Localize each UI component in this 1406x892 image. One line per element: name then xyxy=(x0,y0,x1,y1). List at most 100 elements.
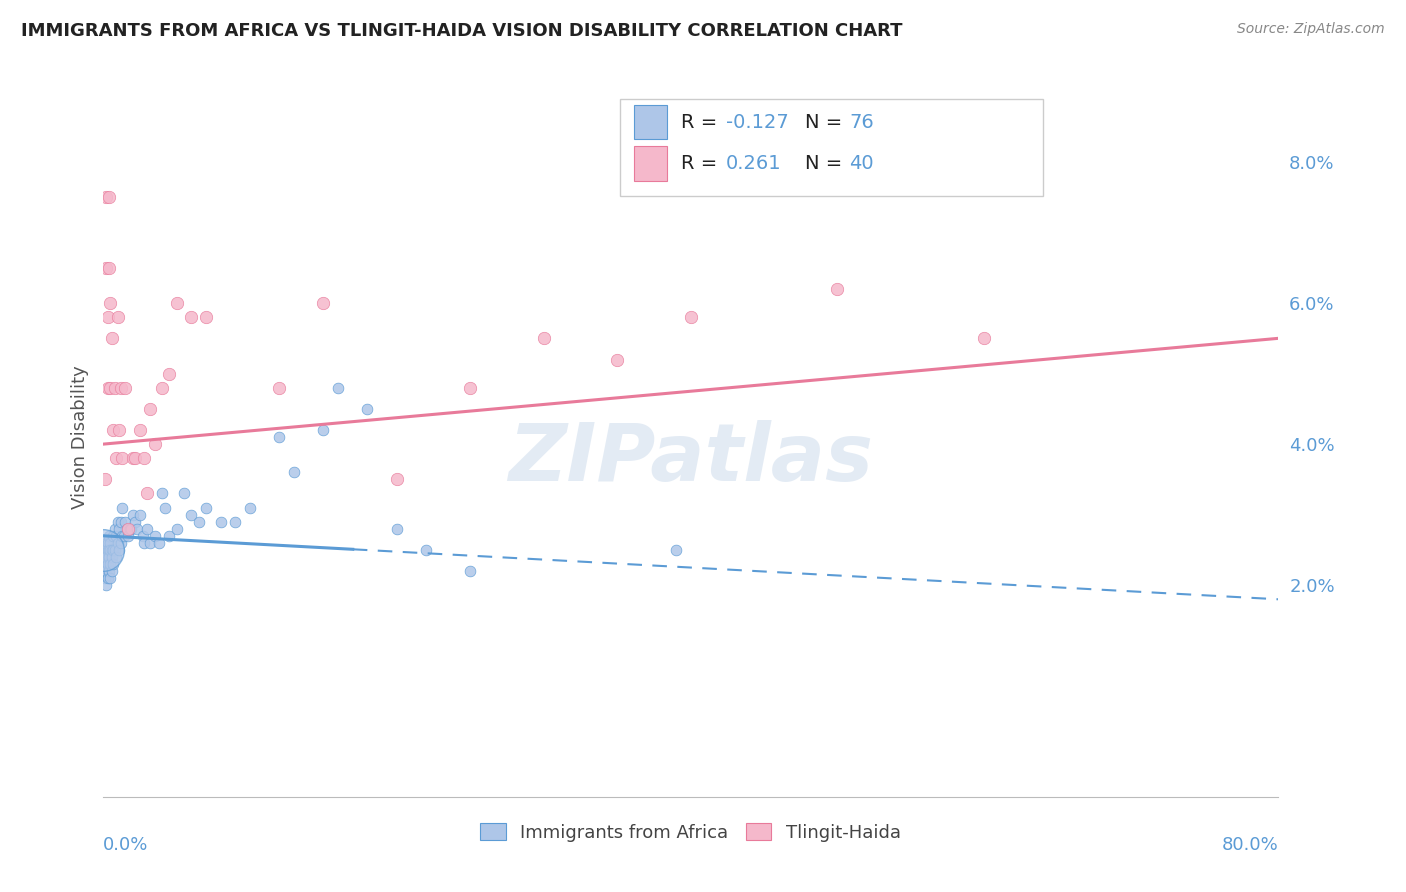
Point xyxy=(111,451,134,466)
Point xyxy=(117,522,139,536)
Point xyxy=(312,423,335,437)
Point xyxy=(104,381,127,395)
Point xyxy=(94,542,117,557)
Point xyxy=(107,536,129,550)
Point xyxy=(108,542,131,557)
Text: -0.127: -0.127 xyxy=(725,112,789,131)
Point xyxy=(114,381,136,395)
Point xyxy=(101,331,124,345)
Point xyxy=(103,529,125,543)
Point xyxy=(110,515,132,529)
Point xyxy=(136,522,159,536)
Point xyxy=(117,529,139,543)
Point xyxy=(98,564,121,578)
Point xyxy=(385,522,408,536)
Bar xyxy=(634,104,666,139)
Legend: Immigrants from Africa, Tlingit-Haida: Immigrants from Africa, Tlingit-Haida xyxy=(472,815,908,849)
Point xyxy=(150,486,173,500)
Point xyxy=(606,352,628,367)
Point xyxy=(94,564,117,578)
Point xyxy=(136,486,159,500)
Point xyxy=(157,367,180,381)
Point xyxy=(107,515,129,529)
Point xyxy=(458,564,481,578)
Point xyxy=(96,381,118,395)
Point xyxy=(94,260,117,275)
Point xyxy=(132,529,155,543)
Point xyxy=(94,578,117,592)
Y-axis label: Vision Disability: Vision Disability xyxy=(72,365,89,509)
Point xyxy=(134,536,156,550)
Point xyxy=(194,500,217,515)
Text: R =: R = xyxy=(681,112,724,131)
Point xyxy=(312,296,335,310)
Text: IMMIGRANTS FROM AFRICA VS TLINGIT-HAIDA VISION DISABILITY CORRELATION CHART: IMMIGRANTS FROM AFRICA VS TLINGIT-HAIDA … xyxy=(21,22,903,40)
Point xyxy=(166,522,188,536)
Point xyxy=(105,451,128,466)
Point xyxy=(148,536,170,550)
Point xyxy=(101,542,124,557)
FancyBboxPatch shape xyxy=(620,99,1043,196)
Point xyxy=(115,522,138,536)
Point xyxy=(209,515,232,529)
Text: Source: ZipAtlas.com: Source: ZipAtlas.com xyxy=(1237,22,1385,37)
Text: N =: N = xyxy=(804,112,848,131)
Point xyxy=(180,508,202,522)
Point xyxy=(105,529,128,543)
Point xyxy=(124,451,146,466)
Point xyxy=(124,515,146,529)
Point xyxy=(101,564,124,578)
Point xyxy=(458,381,481,395)
Point xyxy=(533,331,555,345)
Point xyxy=(96,536,118,550)
Point xyxy=(166,296,188,310)
Point xyxy=(118,522,141,536)
Point xyxy=(180,310,202,325)
Point xyxy=(139,536,162,550)
Point xyxy=(100,557,122,571)
Point xyxy=(114,515,136,529)
Point xyxy=(105,549,128,564)
Point xyxy=(827,282,849,296)
Point xyxy=(93,472,115,486)
Point xyxy=(98,542,121,557)
Point xyxy=(104,542,127,557)
Text: N =: N = xyxy=(804,154,848,173)
Point xyxy=(121,451,143,466)
Point xyxy=(100,536,122,550)
Text: 76: 76 xyxy=(849,112,875,131)
Point xyxy=(139,401,162,416)
Point xyxy=(239,500,262,515)
Point xyxy=(224,515,246,529)
Point xyxy=(385,472,408,486)
Point xyxy=(108,423,131,437)
Point xyxy=(104,522,127,536)
Point xyxy=(103,542,125,557)
Point xyxy=(96,557,118,571)
Point xyxy=(94,536,117,550)
Point xyxy=(415,542,437,557)
Point xyxy=(93,571,115,585)
Point xyxy=(665,542,688,557)
Bar xyxy=(634,146,666,181)
Point xyxy=(93,557,115,571)
Point xyxy=(108,522,131,536)
Point xyxy=(283,466,305,480)
Point xyxy=(269,430,291,444)
Point xyxy=(143,529,166,543)
Point xyxy=(100,381,122,395)
Point xyxy=(128,423,150,437)
Point xyxy=(93,564,115,578)
Point xyxy=(120,522,142,536)
Point xyxy=(110,536,132,550)
Point xyxy=(153,500,176,515)
Point xyxy=(121,508,143,522)
Point xyxy=(111,529,134,543)
Point xyxy=(679,310,702,325)
Point xyxy=(98,260,121,275)
Point xyxy=(269,381,291,395)
Point xyxy=(157,529,180,543)
Point xyxy=(100,296,122,310)
Text: R =: R = xyxy=(681,154,730,173)
Text: 0.261: 0.261 xyxy=(725,154,782,173)
